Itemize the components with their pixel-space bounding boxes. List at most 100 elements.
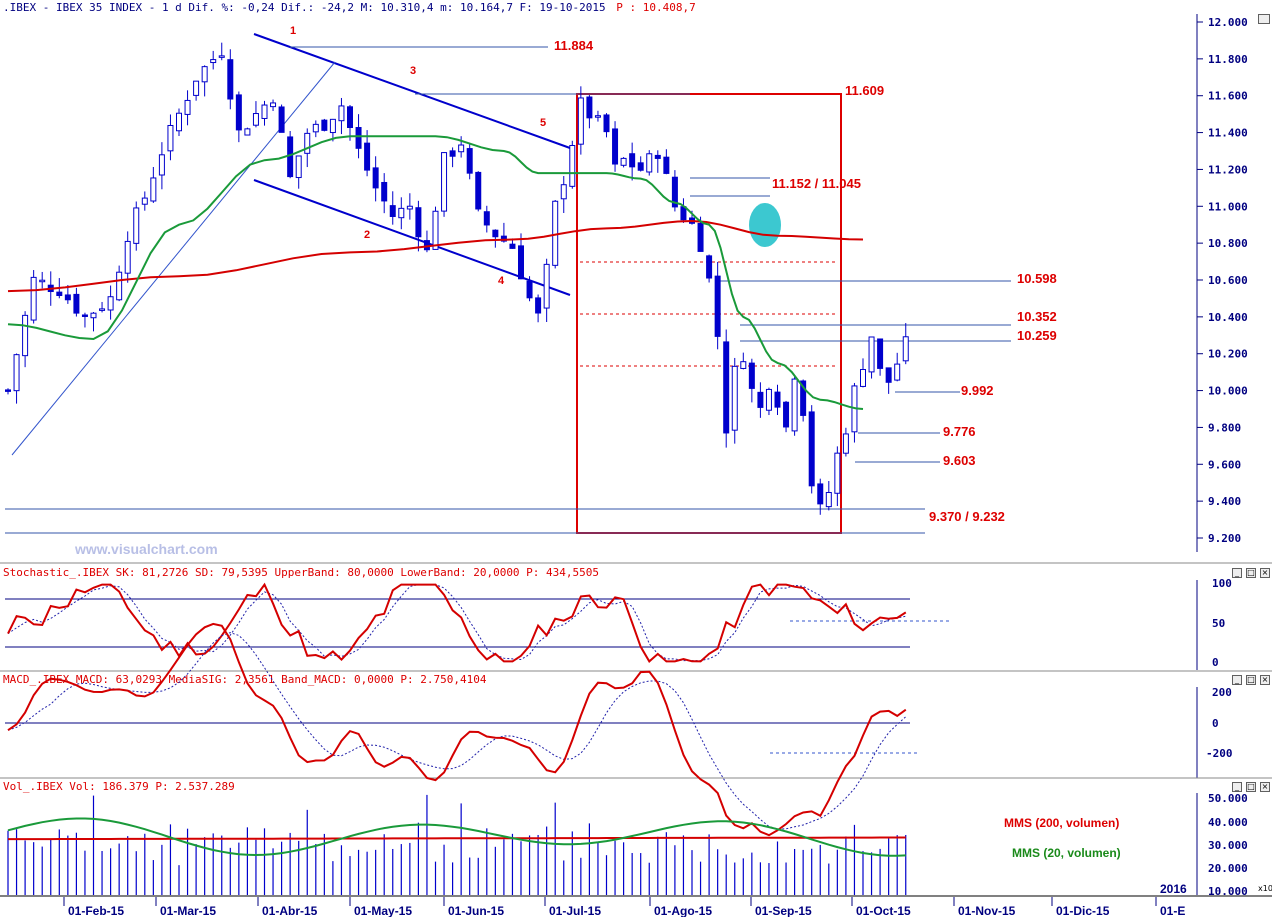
minimize-button[interactable]: _: [1232, 782, 1242, 792]
close-button[interactable]: ×: [1260, 568, 1270, 578]
date-tick: 01-Jun-15: [448, 904, 504, 917]
maximize-button[interactable]: □: [1246, 782, 1256, 792]
candle-body: [612, 128, 619, 165]
candle-body: [64, 294, 71, 301]
date-tick: 01-Dic-15: [1056, 904, 1110, 917]
candle-body: [415, 207, 422, 238]
wave-label: 2: [364, 229, 370, 241]
stoch-tick: 0: [1212, 656, 1219, 669]
sma-50-line: [7, 135, 864, 410]
candle-body: [569, 144, 576, 187]
level-label: 9.603: [943, 453, 976, 468]
lower-channel-line: [253, 179, 571, 296]
candle-body: [90, 312, 97, 319]
macd-tick: -200: [1206, 747, 1233, 760]
candle-body: [877, 338, 884, 369]
level-label: 9.992: [961, 383, 994, 398]
candle-body: [201, 66, 208, 83]
date-tick: 01-May-15: [354, 904, 412, 917]
price-tick: 10.400: [1208, 311, 1248, 324]
candle-body: [620, 157, 627, 166]
level-label: 10.352: [1017, 309, 1057, 324]
watermark: www.visualchart.com: [74, 541, 218, 557]
candle-body: [5, 389, 11, 392]
stochastic-header: Stochastic_.IBEX SK: 81,2726 SD: 79,5395…: [3, 566, 599, 579]
stochastic-plot: [5, 582, 950, 663]
x-axis: 01-Feb-15 01-Mar-15 01-Abr-15 01-May-15 01-J…: [63, 897, 1185, 917]
candle-body: [637, 162, 644, 171]
date-tick: 01-Abr-15: [262, 904, 318, 917]
scroll-up-button[interactable]: [1258, 14, 1270, 24]
vol-tick: 50.000: [1208, 792, 1248, 805]
candle-body: [492, 229, 499, 238]
candle-body: [329, 118, 336, 134]
price-tick: 9.600: [1208, 458, 1241, 471]
candle-body: [509, 243, 516, 249]
candle-body: [868, 336, 875, 373]
macd-tick: 0: [1212, 717, 1219, 730]
candle-body: [321, 119, 328, 131]
candle-body: [629, 153, 636, 168]
price-tick: 9.800: [1208, 421, 1241, 434]
candle-body: [73, 293, 80, 314]
candle-body: [680, 206, 687, 221]
wave-label: 3: [410, 65, 416, 77]
level-label: 11.884: [554, 38, 594, 53]
candle-body: [270, 102, 277, 108]
trend-support-line: [11, 61, 336, 456]
sma-200-line: [7, 219, 864, 293]
price-tick: 10.600: [1208, 274, 1248, 287]
candle-body: [817, 483, 824, 505]
candle-body: [791, 378, 798, 432]
candle-body: [107, 296, 114, 311]
macd-plot: [5, 622, 920, 837]
candle-body: [133, 207, 140, 244]
close-button[interactable]: ×: [1260, 675, 1270, 685]
main-y-axis: 12.000 11.800 11.600 11.400 11.200 11.000 10.8…: [1197, 16, 1248, 545]
candle-body: [381, 181, 388, 202]
candle-body: [141, 197, 148, 205]
macd-tick: 200: [1212, 686, 1232, 699]
candle-body: [825, 492, 832, 508]
minimize-button[interactable]: _: [1232, 568, 1242, 578]
upper-channel-line: [253, 33, 571, 149]
candle-body: [252, 113, 259, 126]
candle-body: [560, 184, 567, 200]
maximize-button[interactable]: □: [1246, 568, 1256, 578]
candle-body: [210, 59, 217, 64]
candle-body: [518, 245, 524, 280]
price-tick: 12.000: [1208, 16, 1248, 29]
date-tick: 01-Feb-15: [68, 904, 124, 917]
level-label: 10.259: [1017, 328, 1057, 343]
candle-body: [13, 354, 20, 392]
candle-body: [483, 211, 490, 226]
candle-body: [458, 144, 465, 153]
candle-body: [586, 96, 593, 119]
candle-body: [347, 106, 353, 128]
minimize-button[interactable]: _: [1232, 675, 1242, 685]
candle-body: [577, 97, 584, 145]
candle-body: [834, 452, 841, 494]
maximize-button[interactable]: □: [1246, 675, 1256, 685]
level-label: 10.598: [1017, 271, 1057, 286]
vol-tick: 40.000: [1208, 816, 1248, 829]
candle-body: [535, 297, 542, 314]
date-tick: 01-Sep-15: [755, 904, 812, 917]
candle-body: [594, 115, 601, 118]
candle-body: [654, 154, 661, 159]
close-button[interactable]: ×: [1260, 782, 1270, 792]
candle-body: [39, 279, 46, 283]
scale-label: x10: [1258, 884, 1272, 893]
main-overlays: [5, 33, 1011, 534]
candle-body: [176, 112, 182, 132]
candle-body: [475, 171, 482, 210]
candle-body: [304, 132, 311, 154]
candle-body: [184, 99, 191, 115]
candle-body: [543, 263, 550, 309]
candle-body: [158, 154, 165, 176]
date-tick: 01-Ago-15: [654, 904, 712, 917]
candle-body: [714, 275, 721, 337]
candle-body: [500, 235, 507, 242]
candle-body: [783, 401, 790, 428]
